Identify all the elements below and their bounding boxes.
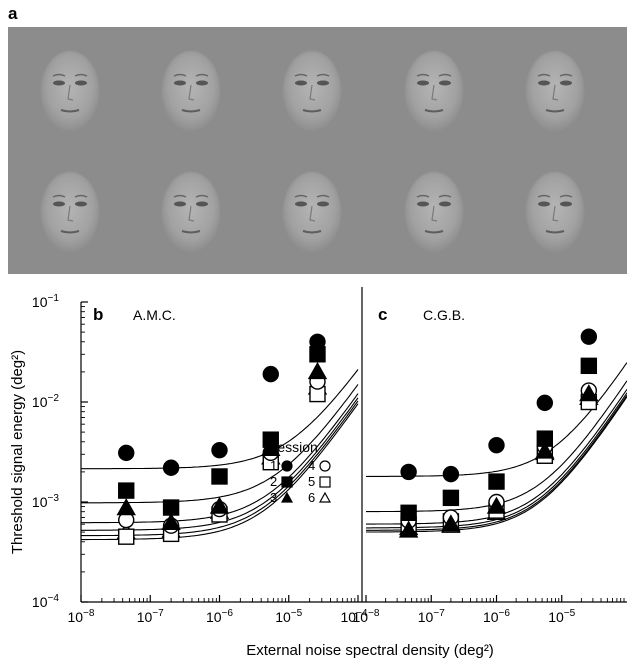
- y-tick-label: 10−4: [32, 593, 59, 610]
- legend-marker: [281, 476, 293, 488]
- x-tick-label: 10−7: [137, 608, 164, 625]
- data-point: [579, 384, 599, 402]
- panel-b-title: A.M.C.: [133, 307, 176, 323]
- face-image: [41, 172, 99, 252]
- data-point: [398, 520, 419, 538]
- legend-marker: [318, 491, 332, 503]
- x-tick-label: 10−8: [67, 608, 94, 625]
- face-image: [162, 51, 220, 131]
- legend-label: 3: [270, 490, 277, 505]
- panel-c-letter: c: [378, 305, 387, 324]
- legend-marker: [319, 460, 331, 472]
- fit-curve: [366, 362, 627, 477]
- x-tick-label: 10−5: [548, 608, 575, 625]
- data-point: [536, 430, 554, 447]
- legend-marker: [319, 476, 331, 488]
- fit-curve: [81, 369, 359, 470]
- data-point: [118, 482, 135, 499]
- legend-title: Session: [268, 439, 318, 455]
- data-point: [488, 436, 505, 454]
- data-point: [118, 528, 135, 545]
- face-image-grid: [8, 27, 627, 274]
- panel-b-letter: b: [93, 305, 103, 324]
- face-image: [405, 51, 463, 131]
- x-tick-label: 10−5: [275, 608, 302, 625]
- x-tick-label: 10−6: [483, 608, 510, 625]
- data-point: [442, 489, 460, 507]
- data-point: [262, 431, 279, 448]
- data-point: [262, 365, 279, 383]
- data-point: [211, 468, 228, 485]
- legend-label: 6: [308, 490, 315, 505]
- face-image: [283, 51, 341, 131]
- y-tick-label: 10−1: [32, 293, 59, 310]
- y-axis-label: Threshold signal energy (deg²): [9, 350, 26, 554]
- data-point: [486, 496, 507, 514]
- face-image: [41, 51, 99, 131]
- legend-marker: [281, 460, 293, 472]
- face-image: [526, 51, 584, 131]
- panel-c-title: C.G.B.: [423, 307, 465, 323]
- x-tick-label: 10−7: [418, 608, 445, 625]
- data-point: [118, 444, 135, 462]
- y-tick-label: 10−2: [32, 393, 59, 410]
- legend-label: 1: [270, 458, 277, 473]
- data-point: [400, 504, 417, 521]
- data-point: [211, 441, 228, 459]
- data-point: [580, 328, 598, 345]
- data-point: [116, 498, 136, 516]
- face-images: [41, 51, 584, 252]
- face-image: [283, 172, 341, 252]
- data-point: [488, 473, 505, 490]
- data-point: [162, 459, 180, 476]
- x-axis-label: External noise spectral density (deg²): [246, 642, 494, 659]
- face-image: [526, 172, 584, 252]
- legend-label: 2: [270, 474, 277, 489]
- legend-label: 5: [308, 474, 315, 489]
- legend-marker: [280, 491, 294, 503]
- x-tick-label: 10−4: [340, 608, 367, 625]
- data-point: [400, 463, 417, 481]
- data-point: [441, 514, 461, 532]
- legend-label: 4: [308, 458, 315, 473]
- x-tick-label: 10−6: [206, 608, 233, 625]
- face-image: [162, 172, 220, 252]
- data-point: [535, 441, 555, 459]
- data-point: [309, 333, 326, 350]
- x-tick-label: 10−8: [352, 608, 379, 625]
- legend: Session 123 456: [268, 439, 332, 505]
- data-point: [536, 394, 554, 412]
- face-image: [405, 172, 463, 252]
- data-point: [307, 361, 328, 380]
- threshold-chart: 10−410−310−210−110−8 10−7 10−6 10−5 10−410−8…: [9, 287, 627, 659]
- data-point: [162, 499, 180, 516]
- data-point: [442, 465, 460, 483]
- panel-a-letter: a: [8, 4, 18, 23]
- data-point: [580, 357, 598, 375]
- data-point: [161, 512, 181, 530]
- data-point: [209, 496, 230, 514]
- y-tick-label: 10−3: [32, 493, 59, 510]
